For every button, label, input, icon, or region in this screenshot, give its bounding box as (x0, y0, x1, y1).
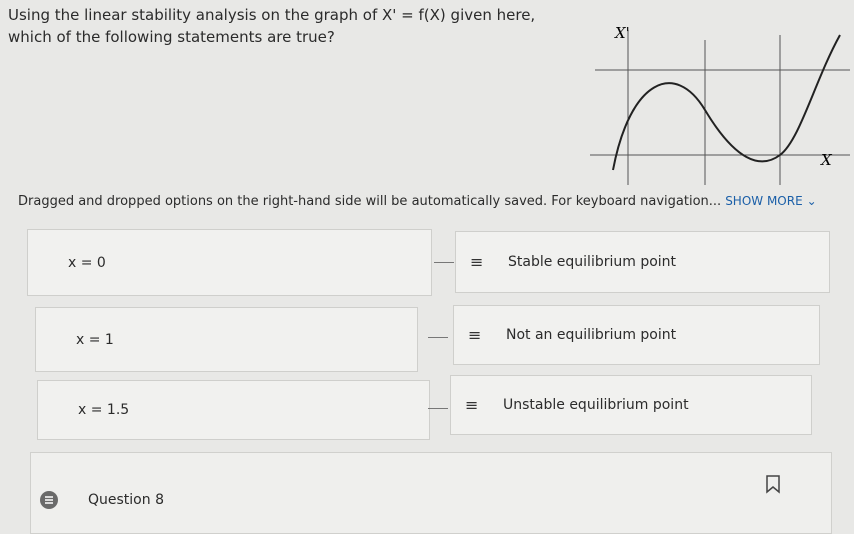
question: Using the linear stability analysis on t… (8, 4, 535, 48)
option-label: Not an equilibrium point (506, 327, 677, 343)
question-line: Using the linear stability analysis on t… (8, 6, 536, 24)
chevron: ⌄ (806, 194, 817, 208)
draggable-option[interactable]: ≡ Stable equilibrium point (455, 231, 830, 293)
question-label: Question 8 (88, 492, 164, 508)
option-label: Stable equilibrium point (508, 254, 677, 270)
notice: Dragged and dropped options on the right… (18, 194, 817, 209)
graph: X' X (590, 24, 850, 185)
curve (612, 34, 841, 171)
match-target[interactable]: x = 1.5 (37, 380, 430, 440)
x-axis-label: X (820, 151, 833, 169)
target-label: x = 0 (68, 254, 106, 271)
target-label: x = 1.5 (78, 402, 130, 418)
target-label: x = 1 (76, 331, 114, 348)
page: Using the linear stability analysis on t… (8, 4, 850, 534)
drag-handle: ≡ (468, 325, 482, 345)
connector (428, 337, 448, 338)
bookmark-icon[interactable] (765, 474, 781, 494)
option-label: Unstable equilibrium point (503, 397, 689, 413)
question-icon (40, 491, 58, 509)
question-line: which of the following statements are tr… (8, 28, 335, 46)
draggable-option[interactable]: ≡ Unstable equilibrium point (450, 375, 812, 435)
drag-handle: ≡ (470, 252, 484, 272)
drag-handle: ≡ (465, 395, 479, 415)
y-axis-label: X' (614, 24, 630, 42)
notice-text: Dragged and dropped options on the right… (18, 194, 722, 209)
match-target[interactable]: x = 1 (35, 307, 418, 372)
draggable-option[interactable]: ≡ Not an equilibrium point (453, 305, 820, 365)
connector (434, 262, 454, 263)
match-target[interactable]: x = 0 (27, 229, 432, 296)
show-more[interactable]: SHOW MORE (725, 194, 803, 208)
connector (428, 408, 448, 409)
